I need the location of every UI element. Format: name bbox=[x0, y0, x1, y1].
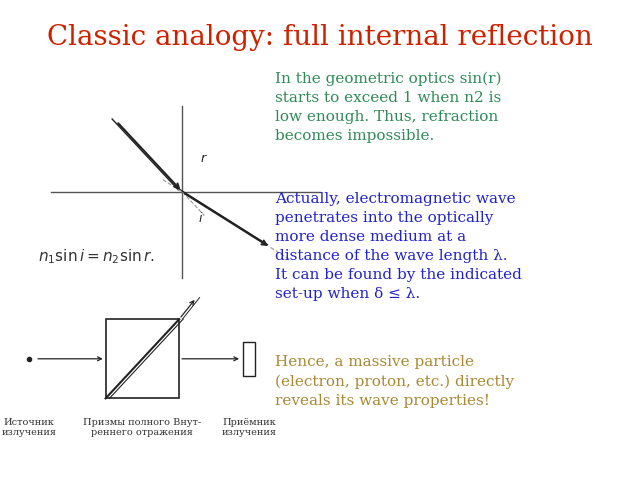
Text: Приёмник
излучения: Приёмник излучения bbox=[221, 418, 276, 437]
Text: Призмы полного Внут-
реннего отражения: Призмы полного Внут- реннего отражения bbox=[83, 418, 202, 437]
Text: Hence, a massive particle
(electron, proton, etc.) directly
reveals its wave pro: Hence, a massive particle (electron, pro… bbox=[275, 355, 515, 408]
Text: $r$: $r$ bbox=[200, 152, 208, 165]
Text: In the geometric optics sin(r)
starts to exceed 1 when n2 is
low enough. Thus, r: In the geometric optics sin(r) starts to… bbox=[275, 72, 502, 143]
Bar bbox=[243, 342, 255, 375]
Text: Actually, electromagnetic wave
penetrates into the optically
more dense medium a: Actually, electromagnetic wave penetrate… bbox=[275, 192, 522, 301]
Text: Classic analogy: full internal reflection: Classic analogy: full internal reflectio… bbox=[47, 24, 593, 51]
Text: Источник
излучения: Источник излучения bbox=[1, 418, 56, 437]
Text: $n_1 \sin i = n_2 \sin r.$: $n_1 \sin i = n_2 \sin r.$ bbox=[38, 248, 156, 266]
Text: $i$: $i$ bbox=[198, 211, 204, 226]
